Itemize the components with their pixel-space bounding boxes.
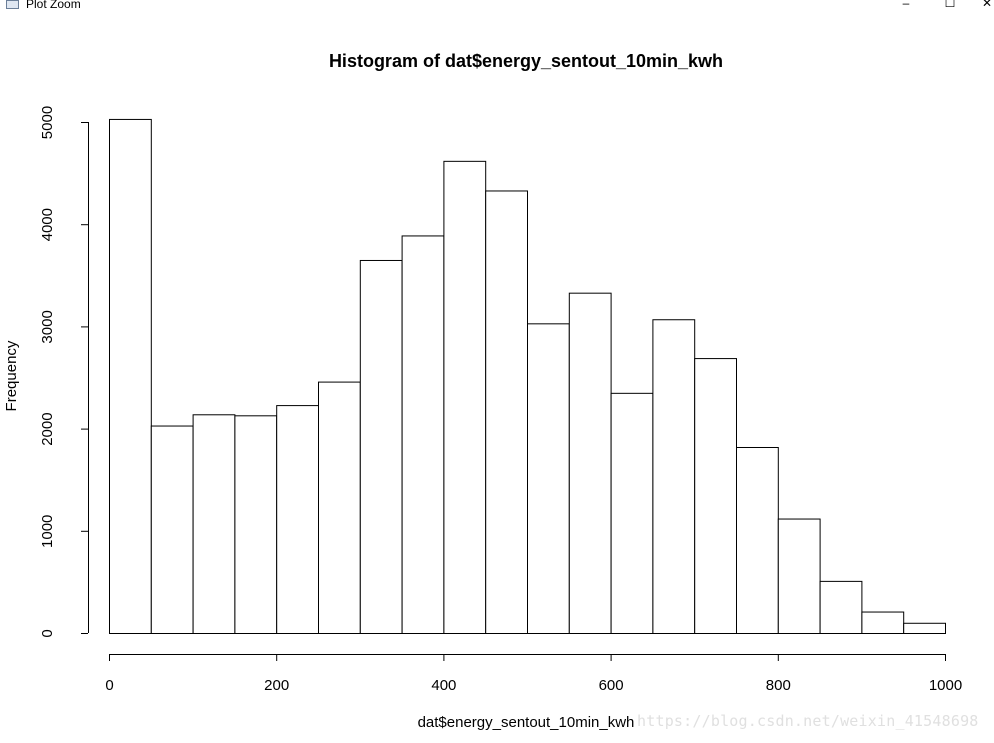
- histogram-bar: [819, 580, 863, 634]
- histogram-bar: [109, 118, 152, 634]
- y-axis-label: Frequency: [3, 340, 20, 411]
- bars-group: [109, 118, 947, 635]
- histogram-bar: [861, 611, 905, 635]
- histogram-bar: [485, 190, 529, 634]
- watermark: https://blog.csdn.net/weixin_41548698: [637, 712, 979, 730]
- histogram-bar: [276, 405, 320, 634]
- app-icon: [6, 0, 19, 9]
- histogram-bar: [318, 381, 361, 635]
- y-tick-label: 0: [39, 629, 56, 637]
- x-tick-label: 400: [431, 677, 456, 694]
- y-tick-label: 2000: [39, 412, 56, 445]
- histogram-bar: [401, 235, 445, 635]
- histogram-bar: [610, 392, 654, 634]
- x-tick-label: 800: [766, 677, 791, 694]
- histogram-bar: [192, 414, 236, 634]
- x-axis-label: dat$energy_sentout_10min_kwh: [418, 714, 635, 731]
- minimize-button[interactable]: –: [902, 0, 910, 10]
- window-titlebar: Plot Zoom – ☐ ✕: [0, 0, 994, 12]
- histogram-bar: [736, 446, 779, 634]
- x-tick-label: 0: [105, 677, 113, 694]
- x-tick-label: 1000: [929, 677, 962, 694]
- y-tick-label: 1000: [39, 515, 56, 548]
- maximize-button[interactable]: ☐: [944, 0, 956, 10]
- histogram-bar: [652, 319, 696, 634]
- x-tick-label: 600: [599, 677, 624, 694]
- y-tick-label: 3000: [39, 310, 56, 343]
- histogram-bar: [568, 292, 612, 634]
- y-axis: 0 1000 2000 3000 4000 5000: [39, 106, 89, 638]
- x-axis: 0 200 400 600 800 1000: [105, 654, 962, 694]
- histogram-bar: [443, 160, 487, 634]
- y-tick-label: 4000: [39, 208, 56, 241]
- histogram-bar: [527, 323, 570, 634]
- histogram-bar: [234, 415, 278, 634]
- histogram-bar: [150, 425, 194, 634]
- histogram-bar: [777, 518, 821, 635]
- y-tick-label: 5000: [39, 106, 56, 139]
- window-title: Plot Zoom: [26, 0, 81, 11]
- histogram-bar: [359, 259, 403, 634]
- histogram-bar: [903, 622, 947, 635]
- close-button[interactable]: ✕: [981, 0, 993, 10]
- chart-title: Histogram of dat$energy_sentout_10min_kw…: [329, 51, 723, 71]
- x-tick-label: 200: [264, 677, 289, 694]
- histogram-bar: [694, 358, 738, 634]
